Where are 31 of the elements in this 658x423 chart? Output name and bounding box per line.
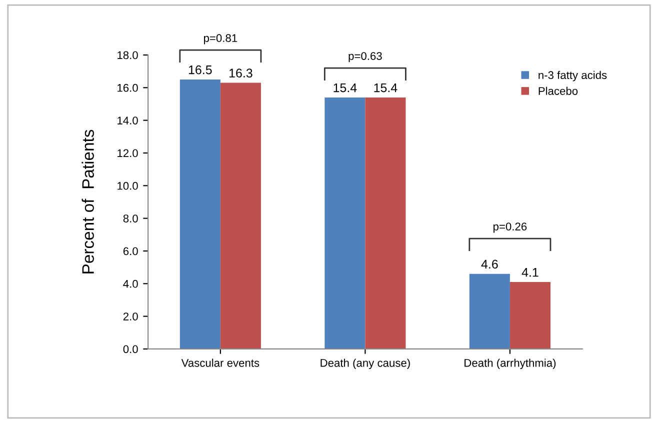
bar <box>510 282 550 349</box>
y-tick-label: 18.0 <box>118 51 138 60</box>
bar <box>220 82 261 349</box>
y-tick-label: 16.0 <box>118 84 138 92</box>
y-axis-title: Percent of Patients <box>82 130 94 274</box>
y-tick-label: 12.0 <box>118 149 138 158</box>
bar <box>180 79 220 349</box>
data-label: 16.3 <box>229 68 252 78</box>
legend-label: Placebo <box>538 86 578 95</box>
x-tick-label: Death (any cause) <box>320 358 410 370</box>
y-tick-label: 0.0 <box>123 345 138 354</box>
data-label: 15.4 <box>374 83 398 92</box>
data-label: 16.5 <box>188 65 212 74</box>
annotation: p=0.26 <box>494 222 527 233</box>
legend-label: n-3 fatty acids <box>538 70 607 82</box>
y-tick-label: 2.0 <box>123 312 138 320</box>
bar <box>365 97 406 349</box>
x-tick-label: Vascular events <box>181 358 260 367</box>
bar <box>469 274 510 349</box>
y-tick-label: 10.0 <box>118 182 138 190</box>
y-tick-label: 6.0 <box>123 247 138 256</box>
x-tick-label: Death (arrhythmia) <box>464 358 556 370</box>
text: p=0.81 <box>204 34 238 44</box>
bar <box>324 97 366 349</box>
data-label: 4.6 <box>481 260 498 269</box>
y-tick-label: 14.0 <box>118 116 138 124</box>
data-label: 4.1 <box>522 268 538 277</box>
annotation: p=0.63 <box>348 52 382 62</box>
data-label: 15.4 <box>334 83 357 92</box>
y-tick-label: 4.0 <box>123 280 138 288</box>
y-tick-label: 8.0 <box>123 214 138 222</box>
